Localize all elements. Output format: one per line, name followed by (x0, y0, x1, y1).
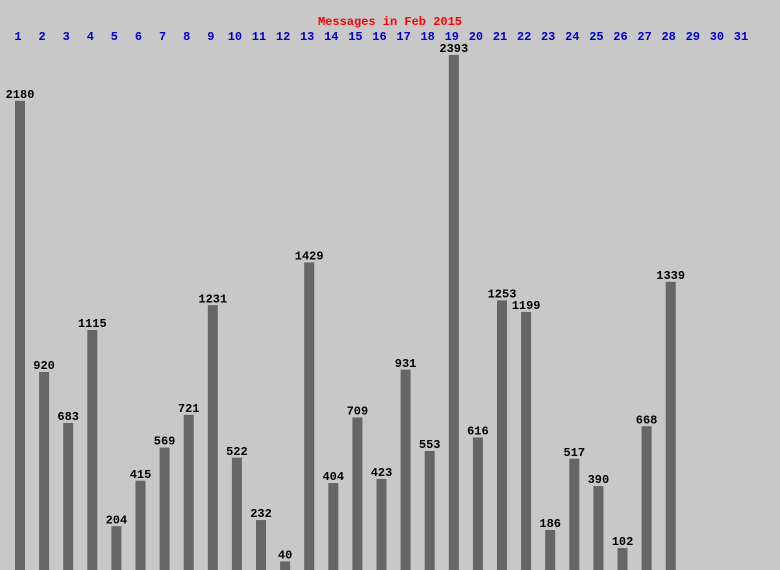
value-label: 1115 (78, 317, 107, 331)
x-tick-label: 20 (469, 30, 483, 44)
value-label: 404 (322, 470, 344, 484)
value-label: 423 (371, 466, 393, 480)
x-tick-label: 21 (493, 30, 507, 44)
value-label: 517 (563, 446, 585, 460)
x-tick-label: 15 (348, 30, 362, 44)
bar (183, 414, 194, 570)
x-tick-label: 8 (183, 30, 190, 44)
bar (545, 529, 556, 570)
value-label: 616 (467, 425, 489, 439)
x-tick-label: 7 (159, 30, 166, 44)
x-tick-label: 25 (589, 30, 603, 44)
bar (665, 281, 676, 570)
value-label: 1231 (198, 292, 227, 306)
bar (87, 330, 98, 570)
bar (15, 100, 25, 570)
value-label: 1339 (656, 269, 685, 283)
x-tick-label: 9 (207, 30, 214, 44)
x-tick-label: 13 (300, 30, 314, 44)
value-label: 709 (347, 405, 369, 419)
x-tick-label: 30 (710, 30, 724, 44)
bar (352, 417, 363, 570)
bar (569, 458, 580, 570)
bar (424, 450, 435, 570)
x-tick-label: 11 (252, 30, 266, 44)
x-tick-label: 6 (135, 30, 142, 44)
value-label: 668 (636, 413, 658, 427)
value-label: 931 (395, 357, 417, 371)
x-tick-label: 23 (541, 30, 555, 44)
chart-title: Messages in Feb 2015 (318, 15, 462, 29)
x-tick-label: 4 (87, 30, 94, 44)
bar (207, 305, 218, 570)
x-tick-label: 3 (63, 30, 70, 44)
bar (159, 447, 170, 570)
x-tick-label: 28 (661, 30, 675, 44)
value-label: 522 (226, 445, 248, 459)
value-label: 553 (419, 438, 441, 452)
bar (472, 437, 483, 570)
value-label: 569 (154, 435, 176, 449)
x-tick-label: 27 (637, 30, 651, 44)
value-label: 40 (278, 549, 292, 563)
bar (617, 548, 628, 570)
value-label: 1253 (488, 288, 517, 302)
value-label: 2180 (6, 88, 35, 102)
value-label: 102 (612, 535, 634, 549)
bar (135, 480, 146, 570)
x-tick-label: 5 (111, 30, 118, 44)
x-tick-label: 31 (734, 30, 748, 44)
value-label: 232 (250, 507, 272, 521)
x-tick-label: 18 (420, 30, 434, 44)
bar (400, 369, 411, 570)
x-tick-label: 17 (396, 30, 410, 44)
bar (39, 372, 50, 570)
value-label: 920 (33, 359, 55, 373)
value-label: 204 (106, 513, 128, 527)
value-label: 415 (130, 468, 152, 482)
x-tick-label: 24 (565, 30, 579, 44)
bar (231, 457, 242, 570)
x-tick-label: 22 (517, 30, 531, 44)
x-tick-label: 14 (324, 30, 338, 44)
bar (328, 483, 339, 570)
bar (280, 561, 291, 570)
x-tick-label: 12 (276, 30, 290, 44)
bar (256, 520, 266, 570)
bar (593, 486, 604, 570)
x-tick-label: 2 (38, 30, 45, 44)
x-tick-label: 26 (613, 30, 627, 44)
value-label: 2393 (439, 42, 468, 56)
value-label: 683 (57, 410, 79, 424)
bar (304, 262, 315, 570)
value-label: 1199 (512, 299, 541, 313)
bar (497, 300, 507, 570)
bar (641, 426, 652, 570)
x-tick-label: 29 (686, 30, 700, 44)
bar (521, 311, 532, 570)
value-label: 390 (588, 473, 610, 487)
bar (448, 55, 459, 570)
value-label: 1429 (295, 250, 324, 264)
x-tick-label: 16 (372, 30, 386, 44)
value-label: 186 (539, 517, 561, 531)
bar (63, 423, 74, 570)
value-label: 721 (178, 402, 200, 416)
bar (376, 478, 387, 570)
bar (111, 526, 122, 570)
x-tick-label: 10 (228, 30, 242, 44)
x-tick-label: 19 (445, 30, 459, 44)
x-tick-label: 1 (14, 30, 21, 44)
